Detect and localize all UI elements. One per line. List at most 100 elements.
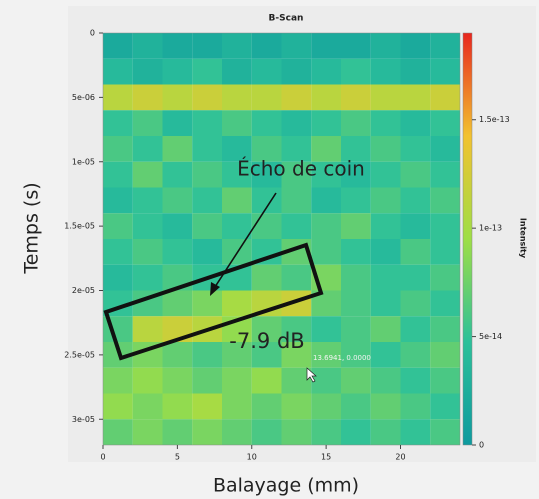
- heatmap-cell: [311, 136, 341, 162]
- heatmap-cell: [162, 419, 193, 445]
- heatmap-cell: [341, 110, 371, 136]
- heatmap-cell: [430, 136, 460, 162]
- heatmap-cell: [370, 239, 401, 265]
- heatmap-cell: [311, 239, 341, 265]
- heatmap-cell: [251, 367, 282, 394]
- heatmap-cell: [192, 239, 222, 265]
- heatmap-cell: [132, 84, 163, 111]
- heatmap-cell: [281, 342, 312, 368]
- heatmap-cell: [281, 110, 312, 136]
- heatmap-cell: [192, 213, 222, 239]
- heatmap-cell: [400, 187, 431, 214]
- arrow-head: [210, 282, 220, 296]
- heatmap-cell: [430, 239, 460, 265]
- heatmap-cell: [311, 33, 341, 59]
- heatmap-cell: [251, 136, 282, 162]
- heatmap-cell: [430, 367, 460, 394]
- heatmap-cell: [132, 33, 163, 59]
- heatmap-cell: [132, 110, 163, 136]
- y-tick-label: 3e-05: [72, 415, 95, 424]
- colorbar: [462, 32, 473, 446]
- annotation-label: Écho de coin: [237, 157, 365, 181]
- heatmap-cell: [430, 419, 460, 445]
- heatmap-cell: [222, 393, 252, 420]
- heatmap-cell: [400, 393, 431, 420]
- heatmap-cell: [341, 316, 371, 342]
- heatmap-cell: [430, 342, 460, 368]
- heatmap-cell: [341, 58, 371, 85]
- heatmap-cell: [222, 84, 252, 111]
- heatmap-cell: [281, 136, 312, 162]
- heatmap-cell: [430, 161, 460, 188]
- cursor-icon: [306, 367, 317, 383]
- heatmap-cell: [400, 58, 431, 85]
- heatmap-cell: [162, 110, 193, 136]
- heatmap-cell: [281, 161, 312, 188]
- heatmap-cell: [222, 367, 252, 394]
- colorbar-tick-label: 1.5e-13: [479, 115, 510, 124]
- x-tick-label: 10: [247, 453, 257, 462]
- heatmap-cell: [251, 84, 282, 111]
- chart-title: B-Scan: [269, 14, 304, 24]
- heatmap-cell: [430, 290, 460, 317]
- heatmap-cell: [251, 419, 282, 445]
- heatmap-cell: [222, 187, 252, 214]
- heatmap-cell: [281, 316, 312, 342]
- heatmap-cell: [162, 161, 193, 188]
- heatmap-cell: [430, 264, 460, 291]
- heatmap-cell: [370, 419, 401, 445]
- heatmap-cell: [370, 213, 401, 239]
- heatmap-cell: [103, 84, 133, 111]
- heatmap-cell: [370, 84, 401, 111]
- y-tick-label: 1.5e-05: [64, 222, 95, 231]
- heatmap-cell: [162, 84, 193, 111]
- heatmap-cell: [311, 316, 341, 342]
- overlay: Écho de coin -7.9 dB 13.6941, 0.0000: [103, 157, 371, 383]
- heatmap-cell: [311, 84, 341, 111]
- heatmap-cell: [370, 342, 401, 368]
- heatmap-cell: [370, 187, 401, 214]
- heatmap-cell: [400, 239, 431, 265]
- heatmap-cell: [103, 110, 133, 136]
- heatmap-cell: [311, 419, 341, 445]
- heatmap-cell: [400, 264, 431, 291]
- heatmap-cell: [192, 367, 222, 394]
- heatmap-cell: [103, 136, 133, 162]
- heatmap-cell: [132, 264, 163, 291]
- heatmap-cell: [251, 161, 282, 188]
- heatmap-cell: [400, 419, 431, 445]
- heatmap-cell: [281, 187, 312, 214]
- colorbar-label: Intensity: [519, 218, 528, 259]
- heatmap-cell: [222, 213, 252, 239]
- heatmap-cell: [251, 316, 282, 342]
- heatmap-cell: [103, 33, 133, 59]
- heatmap-cell: [311, 187, 341, 214]
- annotation-arrow: [212, 192, 277, 291]
- heatmap-cell: [103, 393, 133, 420]
- heatmap-cell: [400, 213, 431, 239]
- heatmap-cell: [251, 187, 282, 214]
- heatmap-cell: [162, 367, 193, 394]
- heatmap-cell: [251, 264, 282, 291]
- heatmap-cell: [400, 316, 431, 342]
- heatmap-cell: [162, 290, 193, 317]
- y-tick-label: 0: [90, 29, 95, 38]
- heatmap-cell: [162, 136, 193, 162]
- heatmap-cell: [222, 290, 252, 317]
- heatmap-cell: [132, 419, 163, 445]
- heatmap-cell: [341, 419, 371, 445]
- heatmap-cell: [103, 264, 133, 291]
- heatmap-cell: [341, 187, 371, 214]
- heatmap-cell: [311, 213, 341, 239]
- heatmap-cell: [370, 393, 401, 420]
- heatmap-cell: [132, 58, 163, 85]
- heatmap-cell: [281, 367, 312, 394]
- heatmap-cell: [162, 58, 193, 85]
- x-tick-label: 20: [395, 453, 405, 462]
- heatmap-cell: [222, 110, 252, 136]
- heatmap-cell: [162, 393, 193, 420]
- heatmap-cell: [103, 213, 133, 239]
- heatmap-cell: [162, 33, 193, 59]
- heatmap-cell: [311, 161, 341, 188]
